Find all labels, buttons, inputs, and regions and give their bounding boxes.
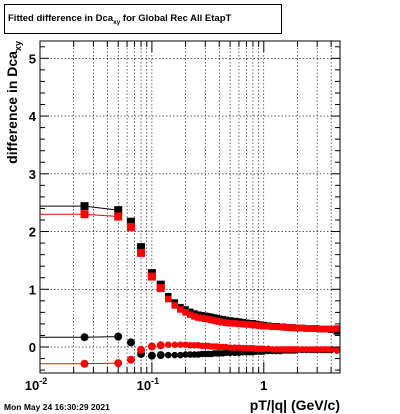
data-point <box>126 338 135 347</box>
step-outlines <box>40 205 119 365</box>
data-point <box>137 248 146 257</box>
chart-title-rest: for Global Rec All EtapT <box>120 13 232 24</box>
data-point <box>147 351 156 360</box>
step-segment <box>84 336 119 338</box>
data-point <box>147 272 156 281</box>
data-point <box>313 325 321 332</box>
data-point <box>317 325 325 333</box>
y-tick-label: 2 <box>29 225 36 240</box>
data-point <box>195 314 202 321</box>
chart-title: Fitted difference in Dcaxy for Global Re… <box>4 4 282 34</box>
data-point <box>171 341 178 348</box>
data-point <box>177 341 184 348</box>
step-segment <box>84 205 119 211</box>
data-point <box>156 351 165 360</box>
chart-title-subscript: xy <box>113 18 121 26</box>
y-axis-label-subscript: xy <box>13 41 23 51</box>
data-point <box>294 324 301 332</box>
data-point <box>327 325 335 333</box>
x-tick-label: 10-1 <box>137 376 159 393</box>
data-point <box>182 351 189 358</box>
axis-ticks <box>39 41 340 373</box>
x-axis-label: pT/|q| (GeV/c) <box>250 397 340 413</box>
data-point <box>276 323 284 331</box>
data-point <box>137 345 146 354</box>
data-point <box>114 359 123 368</box>
data-point <box>219 318 227 326</box>
data-point <box>243 321 250 328</box>
step-segment <box>84 362 119 365</box>
data-point <box>303 325 310 332</box>
data-point <box>186 311 194 318</box>
data-point <box>80 210 89 219</box>
footer-timestamp: Mon May 24 16:30:29 2021 <box>4 402 110 412</box>
data-point <box>321 325 328 333</box>
data-point <box>273 323 280 331</box>
data-point <box>171 302 178 309</box>
data-point <box>126 355 135 364</box>
data-point <box>164 351 172 359</box>
data-point <box>177 306 184 313</box>
data-point <box>156 284 165 293</box>
data-point <box>265 322 272 330</box>
data-point <box>164 341 172 348</box>
x-tick-label: 10-2 <box>25 376 47 393</box>
data-point <box>260 345 268 352</box>
data-point <box>294 346 301 353</box>
data-point <box>226 349 234 357</box>
data-point <box>137 243 146 252</box>
y-axis-label-main: difference in Dca <box>4 51 20 164</box>
chart-title-main: Fitted difference in Dca <box>8 13 114 24</box>
data-point <box>126 217 135 226</box>
y-tick-label: 3 <box>29 167 36 182</box>
data-point <box>191 313 198 320</box>
data-point <box>333 325 341 332</box>
data-point <box>327 346 335 353</box>
data-point <box>310 325 318 332</box>
data-point <box>114 212 123 221</box>
data-point <box>182 309 189 316</box>
data-point <box>269 323 276 331</box>
step-segment <box>84 213 119 218</box>
data-point <box>126 222 135 231</box>
plot-frame <box>39 40 341 374</box>
data-point <box>147 342 156 351</box>
data-point <box>333 346 341 354</box>
data-point <box>222 319 230 327</box>
x-tick-label: 1 <box>260 378 267 393</box>
data-point <box>80 333 89 342</box>
data-point <box>235 320 243 328</box>
data-point <box>198 314 206 322</box>
data-point <box>171 351 178 359</box>
data-point <box>114 332 123 341</box>
x-tick-labels: 10-2 10-1 1 <box>25 376 268 393</box>
data-point <box>156 341 165 350</box>
y-tick-label: 1 <box>29 282 36 297</box>
y-tick-label: 0 <box>29 340 36 355</box>
data-point <box>177 351 184 359</box>
data-markers <box>80 202 341 368</box>
data-point <box>260 322 268 330</box>
data-point <box>216 318 223 325</box>
data-point <box>114 206 123 215</box>
data-point <box>226 344 234 351</box>
y-axis-label: difference in Dcaxy <box>4 41 23 164</box>
data-point <box>231 320 238 327</box>
data-point <box>239 320 247 328</box>
y-tick-label: 5 <box>29 51 36 66</box>
data-point <box>164 295 172 303</box>
data-point <box>306 325 314 332</box>
data-point <box>80 359 89 368</box>
y-tick-label: 4 <box>29 109 37 124</box>
y-tick-labels: 0 1 2 3 4 5 <box>29 51 37 355</box>
data-point <box>298 324 306 332</box>
data-point <box>80 202 89 211</box>
data-point <box>226 320 234 327</box>
